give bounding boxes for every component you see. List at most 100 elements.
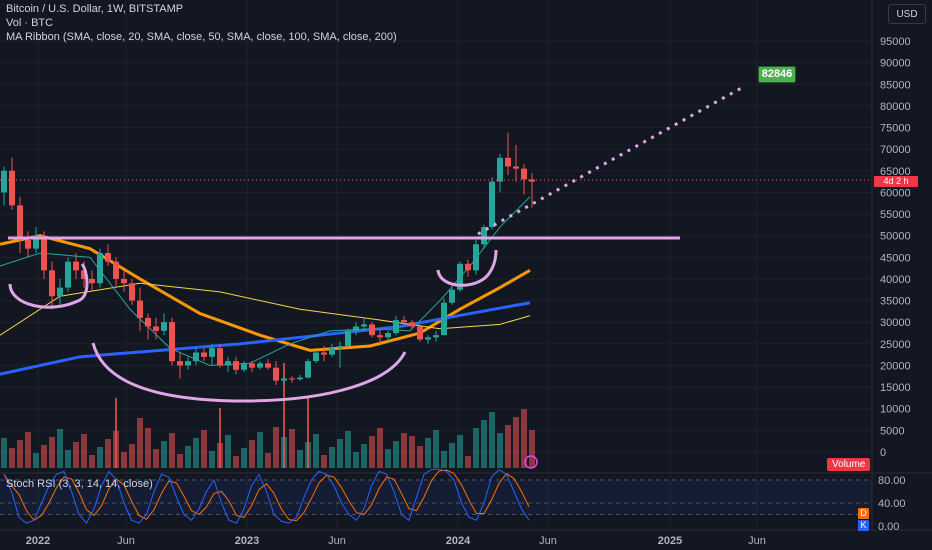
volume-bar	[105, 439, 111, 468]
volume-bar	[89, 455, 95, 468]
volume-legend[interactable]: Vol · BTC	[6, 17, 54, 29]
candle-body	[457, 263, 463, 290]
candle-body	[425, 337, 431, 340]
candle-body	[25, 240, 31, 249]
target-price-label[interactable]: 82846	[758, 66, 796, 83]
candle-body	[305, 361, 311, 378]
price-axis[interactable]: 95000 90000 85000 80000 75000 70000 65000 60000…	[878, 36, 911, 533]
candle-body	[161, 322, 167, 331]
symbol-legend[interactable]: Bitcoin / U.S. Dollar, 1W, BITSTAMP	[6, 3, 184, 15]
candle-body	[177, 361, 183, 366]
candle-body	[345, 330, 351, 347]
candle-body	[65, 261, 71, 288]
volume-bar	[449, 443, 455, 468]
stoch-rsi-legend[interactable]: Stoch RSI (3, 3, 14, 14, close)	[6, 478, 153, 490]
price-tick-label: 50000	[880, 231, 911, 243]
volume-spike	[283, 363, 285, 468]
candle-body	[337, 346, 343, 349]
volume-bar	[161, 441, 167, 468]
cup-arc	[91, 342, 407, 403]
volume-bar	[137, 418, 143, 468]
stoch-tick-label: 0.00	[878, 521, 899, 533]
volume-bar	[489, 412, 495, 468]
stoch-tick-label: 80.00	[878, 475, 906, 487]
volume-bar	[177, 454, 183, 468]
left-handle-arc	[8, 263, 89, 309]
candle-body	[41, 235, 47, 271]
volume-bar	[9, 448, 15, 468]
stoch-tick-label: 40.00	[878, 498, 906, 510]
candle-body	[249, 363, 255, 368]
candle-body	[497, 157, 503, 182]
candle-body	[353, 326, 359, 331]
price-tick-label: 35000	[880, 296, 911, 308]
volume-bar	[65, 450, 71, 468]
candle-body	[33, 235, 39, 249]
price-tick-label: 20000	[880, 360, 911, 372]
candle-body	[449, 289, 455, 303]
candle-body	[217, 348, 223, 366]
candle-body	[273, 367, 279, 381]
price-tick-label: 90000	[880, 58, 911, 70]
price-tick-label: 75000	[880, 123, 911, 135]
candle-body	[105, 252, 111, 262]
volume-bar	[129, 444, 135, 468]
ma-ribbon-legend[interactable]: MA Ribbon (SMA, close, 20, SMA, close, 5…	[6, 31, 397, 43]
volume-bar	[57, 429, 63, 468]
volume-bar	[385, 449, 391, 468]
volume-bar	[1, 438, 7, 468]
candle-body	[145, 317, 151, 327]
price-tick-label: 15000	[880, 382, 911, 394]
candle-body	[369, 324, 375, 336]
volume-bar	[401, 433, 407, 468]
volume-bar	[273, 427, 279, 468]
volume-bar	[337, 439, 343, 468]
user-drawings	[0, 84, 872, 469]
time-tick-label: Jun	[328, 535, 346, 547]
volume-bar	[457, 435, 463, 468]
candlesticks	[1, 132, 535, 385]
volume-bar	[41, 445, 47, 468]
currency-button[interactable]: USD	[888, 4, 926, 24]
volume-bar	[353, 452, 359, 468]
time-tick-label: Jun	[748, 535, 766, 547]
volume-bar	[225, 435, 231, 468]
price-tick-label: 80000	[880, 101, 911, 113]
stoch-band	[0, 480, 872, 515]
volume-bar	[393, 441, 399, 468]
volume-bar	[329, 447, 335, 468]
candle-body	[297, 377, 303, 380]
price-tick-label: 30000	[880, 317, 911, 329]
candle-body	[393, 320, 399, 334]
time-tick-label: 2025	[658, 535, 682, 547]
candle-body	[521, 168, 527, 180]
volume-bar	[377, 428, 383, 468]
volume-bar	[185, 446, 191, 468]
time-axis[interactable]: 2022 Jun 2023 Jun 2024 Jun 2025 Jun	[26, 535, 766, 547]
candle-body	[361, 324, 367, 327]
volume-bar	[433, 430, 439, 468]
volume-bar	[345, 431, 351, 468]
candle-body	[313, 352, 319, 362]
stoch-k-line	[3, 468, 530, 525]
volume-bar	[425, 438, 431, 468]
time-tick-label: 2022	[26, 535, 50, 547]
volume-bar	[529, 430, 535, 468]
volume-bar	[473, 428, 479, 468]
volume-bar	[169, 433, 175, 468]
candle-body	[89, 278, 95, 284]
candle-body	[409, 322, 415, 327]
volume-bar	[233, 456, 239, 468]
volume-bar	[369, 436, 375, 468]
candle-body	[9, 170, 15, 206]
candle-body	[377, 335, 383, 338]
candle-body	[201, 352, 207, 357]
candle-body	[529, 179, 535, 182]
candle-body	[137, 300, 143, 318]
right-handle-arc	[436, 249, 498, 287]
candle-body	[129, 283, 135, 301]
volume-bar	[497, 433, 503, 468]
candle-body	[1, 170, 7, 193]
volume-bar	[145, 428, 151, 468]
